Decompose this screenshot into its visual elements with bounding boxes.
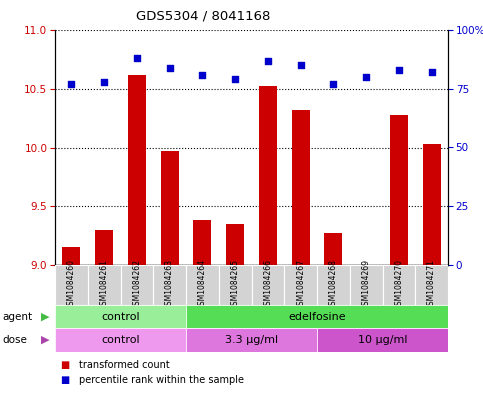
Bar — [161, 151, 179, 265]
Bar — [292, 110, 310, 265]
Bar — [62, 247, 80, 265]
Bar — [120, 265, 153, 305]
Text: dose: dose — [2, 335, 28, 345]
Text: ■: ■ — [60, 375, 69, 385]
Bar — [390, 115, 408, 265]
Point — [166, 64, 173, 71]
Text: GSM1084267: GSM1084267 — [296, 259, 305, 310]
Text: GSM1084260: GSM1084260 — [67, 259, 76, 310]
Bar — [88, 265, 120, 305]
Text: ▶: ▶ — [41, 335, 49, 345]
Point — [329, 81, 337, 87]
Bar — [95, 230, 113, 265]
Text: GSM1084269: GSM1084269 — [362, 259, 370, 310]
Bar — [226, 224, 244, 265]
Text: GSM1084261: GSM1084261 — [99, 259, 109, 310]
Point — [133, 55, 141, 61]
Text: GSM1084268: GSM1084268 — [329, 259, 338, 310]
Bar — [423, 144, 440, 265]
Text: ■: ■ — [60, 360, 69, 370]
Text: GSM1084271: GSM1084271 — [427, 259, 436, 310]
Bar — [193, 220, 212, 265]
Point — [100, 79, 108, 85]
Point — [199, 72, 206, 78]
Point — [362, 74, 370, 80]
Text: control: control — [101, 335, 140, 345]
Text: 10 μg/ml: 10 μg/ml — [358, 335, 407, 345]
Bar — [55, 265, 88, 305]
Bar — [186, 265, 219, 305]
Text: transformed count: transformed count — [79, 360, 170, 370]
Point — [297, 62, 304, 68]
Bar — [186, 305, 448, 328]
Bar — [186, 328, 317, 352]
Bar — [252, 265, 284, 305]
Point — [68, 81, 75, 87]
Bar — [55, 328, 186, 352]
Text: 3.3 μg/ml: 3.3 μg/ml — [225, 335, 278, 345]
Bar — [128, 75, 146, 265]
Text: agent: agent — [2, 312, 32, 321]
Bar — [219, 265, 252, 305]
Text: GSM1084266: GSM1084266 — [263, 259, 272, 310]
Bar — [325, 233, 342, 265]
Text: GDS5304 / 8041168: GDS5304 / 8041168 — [136, 10, 270, 23]
Text: GSM1084270: GSM1084270 — [395, 259, 403, 310]
Text: ▶: ▶ — [41, 312, 49, 321]
Bar — [153, 265, 186, 305]
Bar — [259, 86, 277, 265]
Bar — [415, 265, 448, 305]
Point — [231, 76, 239, 83]
Bar — [383, 265, 415, 305]
Bar — [284, 265, 317, 305]
Point — [428, 69, 436, 75]
Bar — [55, 305, 186, 328]
Text: edelfosine: edelfosine — [288, 312, 346, 321]
Bar — [317, 265, 350, 305]
Text: percentile rank within the sample: percentile rank within the sample — [79, 375, 244, 385]
Point — [264, 57, 272, 64]
Text: GSM1084264: GSM1084264 — [198, 259, 207, 310]
Text: GSM1084262: GSM1084262 — [132, 259, 142, 310]
Bar — [350, 265, 383, 305]
Point — [395, 67, 403, 73]
Text: control: control — [101, 312, 140, 321]
Text: GSM1084265: GSM1084265 — [230, 259, 240, 310]
Bar — [317, 328, 448, 352]
Text: GSM1084263: GSM1084263 — [165, 259, 174, 310]
